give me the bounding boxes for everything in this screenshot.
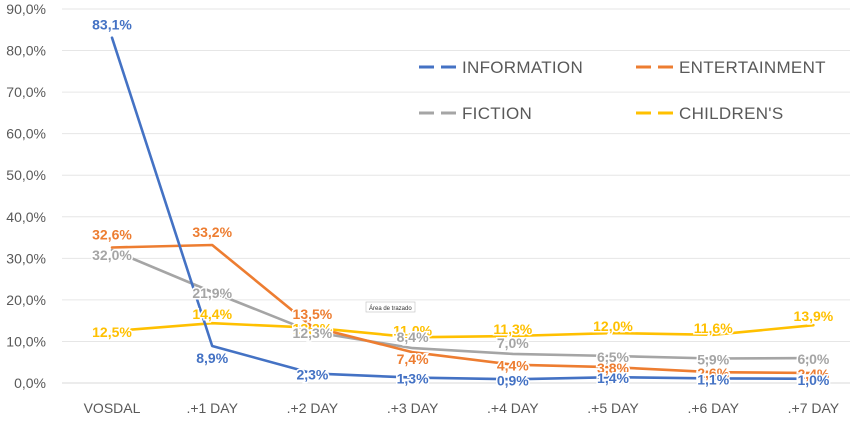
tooltip-box [365, 301, 416, 313]
data-label: 13,9% [794, 308, 834, 324]
x-tick-label: .+5 DAY [587, 400, 639, 416]
y-tick-label: 80,0% [6, 43, 46, 59]
series-line [110, 248, 815, 360]
x-tick-label: .+7 DAY [788, 400, 840, 416]
y-tick-label: 20,0% [6, 292, 46, 308]
y-tick-label: 30,0% [6, 250, 46, 266]
data-label: 1,1% [697, 371, 729, 387]
data-label: 14,4% [192, 306, 232, 322]
x-axis-tick-labels: VOSDAL .+1 DAY .+2 DAY .+3 DAY .+4 DAY .+5 DA… [84, 400, 840, 416]
x-tick-label: .+1 DAY [186, 400, 238, 416]
x-tick-label: .+4 DAY [487, 400, 539, 416]
data-label: 33,2% [192, 224, 232, 240]
data-label: 13,5% [293, 306, 333, 322]
tooltip-text: Área de trazado [369, 305, 412, 312]
data-label: 8,9% [196, 350, 228, 366]
series-line [110, 36, 815, 381]
data-labels: 12,5% 14,4% 13,3% 11,0% 11,3% 12,0% 11,6% 13,9%… [91, 15, 836, 390]
gridlines [62, 8, 850, 384]
y-tick-label: 60,0% [6, 126, 46, 142]
data-label: 8,4% [397, 329, 429, 345]
y-tick-label: 50,0% [6, 167, 46, 183]
legend-label: FICTION [462, 104, 532, 123]
plot-area-tooltip: Área de trazado [365, 301, 416, 313]
data-label: 3,8% [597, 360, 629, 376]
series-line [110, 321, 815, 339]
y-axis-tick-labels: 0,0% 10,0% 20,0% 30,0% 40,0% 50,0% 60,0% 70,0% 8… [6, 1, 46, 391]
data-label: 11,0% [393, 322, 432, 338]
data-label: 1,3% [397, 371, 429, 387]
data-label: 13,3% [293, 321, 333, 337]
data-label: 1,0% [797, 372, 829, 388]
legend: INFORMATION ENTERTAINMENT FICTION CHILDREN'… [419, 58, 826, 123]
data-label: 11,3% [493, 321, 532, 337]
y-tick-label: 90,0% [6, 1, 46, 17]
data-label: 6,0% [797, 351, 829, 367]
y-tick-label: 0,0% [14, 375, 46, 391]
data-label: 1,4% [597, 370, 629, 386]
y-tick-label: 70,0% [6, 84, 46, 100]
data-label: 6,5% [597, 349, 629, 365]
data-label: 2,4% [797, 366, 829, 382]
data-label: 83,1% [92, 17, 132, 33]
legend-label: INFORMATION [462, 58, 583, 77]
series-lines [110, 36, 815, 381]
data-label: 7,0% [497, 335, 529, 351]
x-tick-label: .+3 DAY [387, 400, 439, 416]
legend-label: CHILDREN'S [679, 104, 784, 123]
data-label: 32,6% [92, 227, 132, 243]
data-label: 2,6% [697, 365, 729, 381]
data-label: 7,4% [397, 351, 429, 367]
data-label: 4,4% [497, 358, 529, 374]
x-tick-label: .+6 DAY [687, 400, 739, 416]
data-label: 12,3% [293, 325, 333, 341]
data-label: 21,9% [192, 285, 232, 301]
x-tick-label: .+2 DAY [287, 400, 339, 416]
data-label: 11,6% [694, 320, 733, 336]
y-tick-label: 40,0% [6, 209, 46, 225]
data-label: 5,9% [697, 351, 729, 367]
x-tick-label: VOSDAL [84, 400, 141, 416]
data-label: 0,9% [497, 372, 529, 388]
y-tick-label: 10,0% [6, 333, 46, 349]
data-label: 12,5% [92, 324, 132, 340]
legend-label: ENTERTAINMENT [679, 58, 826, 77]
data-label: 2,3% [296, 366, 328, 382]
series-line [110, 243, 815, 375]
data-label: 12,0% [593, 318, 633, 334]
data-label: 32,0% [92, 247, 132, 263]
